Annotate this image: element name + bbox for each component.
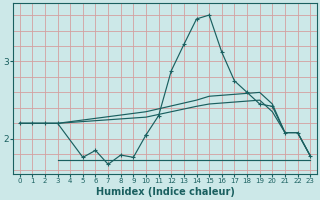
X-axis label: Humidex (Indice chaleur): Humidex (Indice chaleur) <box>96 187 234 197</box>
